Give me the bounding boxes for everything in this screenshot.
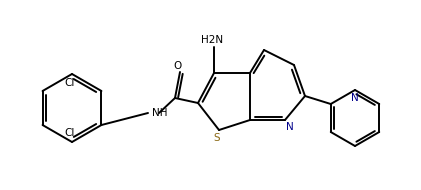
Text: S: S — [214, 133, 220, 143]
Text: H2N: H2N — [201, 35, 223, 45]
Text: O: O — [174, 61, 182, 71]
Text: Cl: Cl — [65, 128, 75, 138]
Text: NH: NH — [152, 108, 168, 118]
Text: N: N — [351, 93, 359, 103]
Text: N: N — [286, 122, 294, 132]
Text: Cl: Cl — [65, 78, 75, 88]
